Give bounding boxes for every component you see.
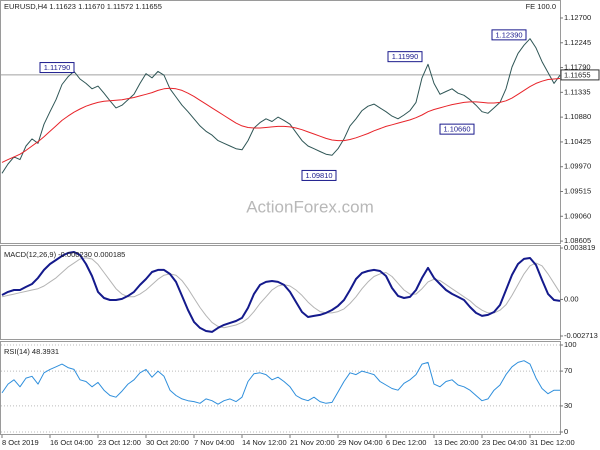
annotation-label: 1.12390: [495, 30, 522, 39]
y-tick-label: 1.12245: [564, 38, 591, 47]
y-tick-label: 1.11790: [564, 63, 591, 72]
annotation-label: 1.09810: [305, 171, 332, 180]
series-line: [1, 251, 561, 333]
annotation-box: [39, 62, 75, 74]
annotation-label: 1.11790: [44, 63, 71, 72]
y-tick-label: 30: [564, 401, 572, 410]
series-line: [1, 360, 560, 405]
x-tick-label: 7 Nov 04:00: [194, 438, 234, 447]
x-tick-label: 13 Dec 20:00: [434, 438, 479, 447]
current-price-box: [560, 69, 600, 81]
y-tick-label: 1.10425: [564, 137, 591, 146]
annotation-label: 1.10660: [443, 125, 470, 134]
y-tick-label: -0.002713: [564, 331, 598, 340]
y-tick-label: 1.12700: [564, 13, 591, 22]
x-tick-label: 23 Oct 12:00: [98, 438, 141, 447]
x-tick-label: 16 Oct 04:00: [50, 438, 93, 447]
panel-title: EURUSD,H4 1.11623 1.11670 1.11572 1.1165…: [4, 2, 162, 11]
annotation-box: [439, 123, 475, 135]
series-line: [1, 38, 561, 174]
annotation-box: [387, 51, 423, 63]
panel-subtitle: FE 100.0: [526, 2, 556, 11]
x-tick-label: 23 Dec 04:00: [482, 438, 527, 447]
y-tick-label: 1.09060: [564, 211, 591, 220]
x-tick-label: 6 Dec 12:00: [386, 438, 426, 447]
price-panel: [0, 0, 561, 244]
y-tick-label: 0.00: [564, 294, 579, 303]
current-price-label: 1.11655: [564, 70, 591, 79]
y-tick-label: 1.11335: [564, 87, 591, 96]
rsi-panel: [0, 341, 561, 435]
y-tick-label: 1.10880: [564, 112, 591, 121]
x-tick-label: 30 Oct 20:00: [146, 438, 189, 447]
y-tick-label: 1.08605: [564, 236, 591, 245]
y-tick-label: 1.09515: [564, 186, 591, 195]
y-tick-label: 0: [564, 427, 568, 436]
x-tick-label: 29 Nov 04:00: [338, 438, 383, 447]
series-line: [1, 78, 561, 163]
y-tick-label: 100: [564, 340, 577, 349]
annotation-box: [301, 169, 337, 181]
y-tick-label: 0.003819: [564, 243, 595, 252]
annotation-box: [491, 29, 527, 41]
panel-title: MACD(12,26,9) -0.000230 0.000185: [4, 250, 125, 259]
panel-title: RSI(14) 48.3931: [4, 347, 59, 356]
macd-panel: [0, 245, 561, 340]
watermark: ActionForex.com: [246, 197, 374, 216]
annotation-label: 1.11990: [392, 52, 419, 61]
x-tick-label: 14 Nov 12:00: [242, 438, 287, 447]
x-tick-label: 31 Dec 12:00: [530, 438, 575, 447]
y-tick-label: 70: [564, 366, 572, 375]
y-tick-label: 1.09970: [564, 162, 591, 171]
x-tick-label: 8 Oct 2019: [2, 438, 39, 447]
x-tick-label: 21 Nov 20:00: [290, 438, 335, 447]
series-line: [1, 257, 561, 329]
